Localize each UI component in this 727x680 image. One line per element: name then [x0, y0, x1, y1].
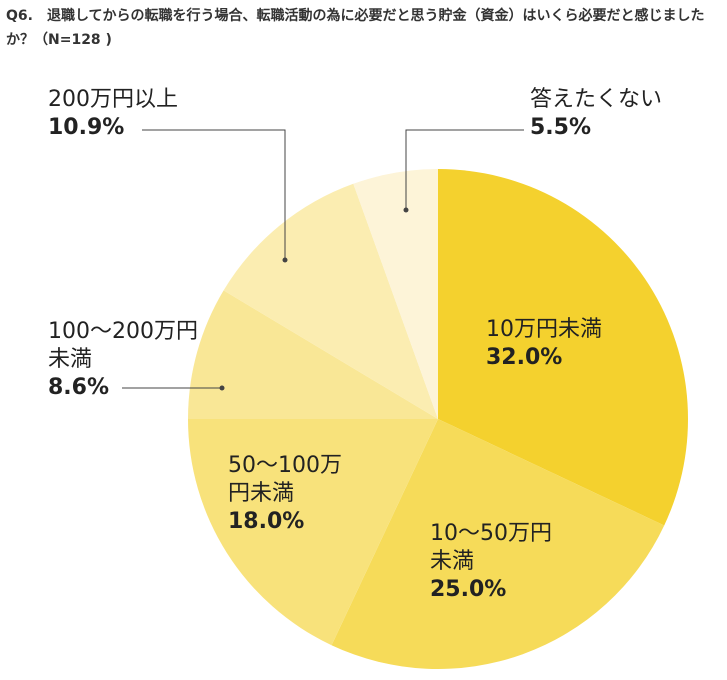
slice-label: 10万円未満 32.0% — [486, 316, 686, 372]
category-label: 10～50万円未満 — [430, 521, 552, 574]
value-label: 10.9% — [48, 115, 125, 140]
pie-slice — [331, 419, 665, 669]
category-label: 100～200万円未満 — [48, 319, 198, 372]
pie-slice — [353, 169, 438, 419]
slice-label: 50～100万円未満 18.0% — [228, 452, 363, 536]
leader-dot — [219, 385, 225, 391]
leader-dot — [282, 257, 288, 263]
pie-slice — [438, 169, 688, 526]
slice-label: 200万円以上 10.9% — [48, 86, 248, 142]
category-label: 50～100万円未満 — [228, 453, 342, 506]
slices — [188, 169, 688, 669]
category-label: 答えたくない — [530, 87, 663, 112]
pie-slice — [223, 183, 438, 419]
leader-line — [142, 129, 286, 260]
value-label: 8.6% — [48, 375, 110, 400]
category-label: 10万円未満 — [486, 317, 602, 342]
leader-dot — [403, 207, 409, 213]
value-label: 25.0% — [430, 577, 507, 602]
chart-title: Q6. 退職してからの転職を行う場合、転職活動の為に必要だと思う貯金（資金）はい… — [6, 8, 705, 48]
value-label: 32.0% — [486, 345, 563, 370]
value-label: 18.0% — [228, 509, 305, 534]
category-label: 200万円以上 — [48, 87, 178, 112]
value-label: 5.5% — [530, 115, 592, 140]
leaders — [122, 129, 524, 389]
slice-label: 10～50万円未満 25.0% — [430, 520, 555, 604]
slice-label: 答えたくない 5.5% — [530, 86, 727, 142]
leader-dots — [219, 207, 409, 391]
pie-slice — [188, 419, 438, 646]
pie-slice — [188, 290, 438, 419]
slice-label: 100～200万円未満 8.6% — [48, 318, 198, 402]
leader-line — [405, 129, 524, 210]
